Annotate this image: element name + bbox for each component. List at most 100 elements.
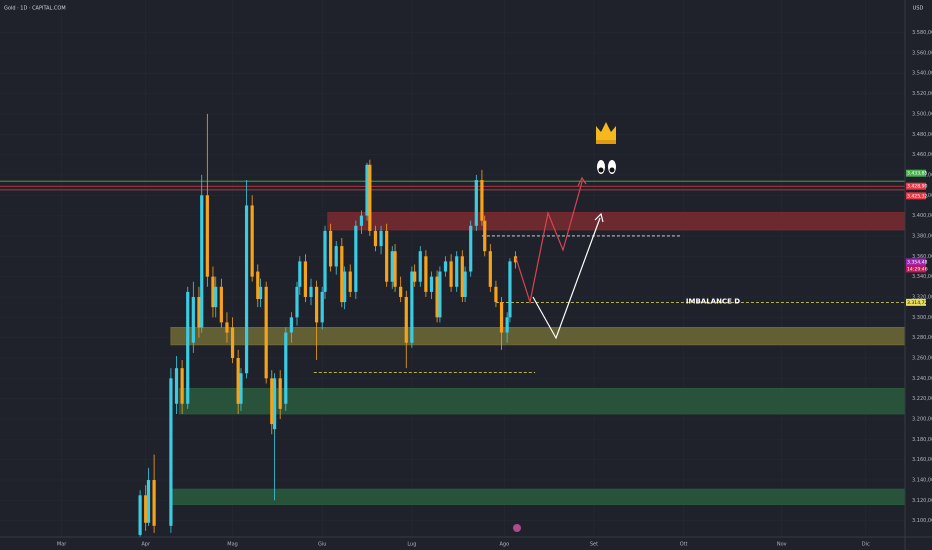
candle-body <box>513 256 518 263</box>
candle-body <box>205 195 209 277</box>
candle-body <box>264 286 268 379</box>
countdown-bg <box>906 265 926 273</box>
candle-body <box>404 296 408 343</box>
candle-body <box>309 286 313 297</box>
candle-body <box>418 251 422 282</box>
candle-body <box>474 180 478 226</box>
candle-body <box>385 230 389 282</box>
plot <box>0 113 905 537</box>
candle-body <box>424 256 428 292</box>
candle-body <box>211 276 215 308</box>
candle-body <box>368 164 372 231</box>
price-tag <box>906 182 926 190</box>
y-tick-label: 3.280,00 <box>912 335 932 341</box>
arrow-head <box>577 176 587 187</box>
candle-body <box>138 495 142 535</box>
projection-red <box>515 181 583 305</box>
candle-body <box>225 322 229 333</box>
y-tick-label: 3.340,00 <box>912 274 932 280</box>
pupil <box>609 167 615 173</box>
candle-body <box>295 286 299 318</box>
y-tick-label: 3.360,00 <box>912 254 932 260</box>
y-tick-label: 3.140,00 <box>912 478 932 484</box>
candle-body <box>144 495 148 523</box>
candle-body <box>483 220 487 252</box>
y-tick-label: 3.300,00 <box>912 315 932 321</box>
candle-body <box>340 246 344 303</box>
x-tick-label: Ago <box>500 542 510 548</box>
y-tick-label: 3.240,00 <box>912 376 932 382</box>
candle-body <box>298 261 302 287</box>
y-tick-label: 3.580,00 <box>912 30 932 36</box>
y-tick-label: 3.380,00 <box>912 233 932 239</box>
y-tick-label: 3.200,00 <box>912 417 932 423</box>
zone <box>178 388 905 415</box>
candle-body <box>152 480 156 526</box>
y-tick-label: 3.540,00 <box>912 71 932 77</box>
y-tick-label: 3.100,00 <box>912 518 932 524</box>
price-tag-label: 3.428,90 <box>907 184 928 190</box>
x-tick-label: Mag <box>227 542 238 548</box>
candle-body <box>494 286 498 303</box>
y-tick-label: 3.520,00 <box>912 91 932 97</box>
y-tick-label: 3.220,00 <box>912 396 932 402</box>
candle-body <box>250 205 254 277</box>
price-tag-label: 3.425,32 <box>907 193 928 199</box>
candle-body <box>443 261 448 272</box>
arrow-head <box>594 212 604 223</box>
candle-body <box>499 302 504 333</box>
y-tick-label: 3.560,00 <box>912 50 932 56</box>
annotation: IMBALANCE D <box>686 297 740 305</box>
price-tag <box>906 258 926 266</box>
candle-body <box>146 480 151 523</box>
candle-body <box>505 317 509 333</box>
candle-body <box>455 256 459 287</box>
event-icon <box>513 524 521 532</box>
candle-body <box>272 378 277 430</box>
y-tick-label: 3.120,00 <box>912 498 932 504</box>
candle-body <box>460 256 464 297</box>
candle-body <box>270 378 274 425</box>
candle-body <box>256 271 260 300</box>
zone <box>170 488 905 505</box>
candle-body <box>429 276 434 292</box>
x-tick-label: Apr <box>141 542 151 548</box>
candle-body <box>320 291 324 323</box>
candle-body <box>449 261 453 287</box>
price-tag-label: 3.354,48 <box>907 259 928 265</box>
projection-white <box>532 217 601 340</box>
candle-body <box>390 251 394 282</box>
zone <box>327 212 905 231</box>
candle-body <box>174 368 179 404</box>
y-tick-label: 3.160,00 <box>912 457 932 463</box>
price-tag-label: 3.433,85 <box>907 171 928 177</box>
countdown: 14:29:46 <box>907 266 928 272</box>
candle-body <box>289 317 293 333</box>
candle-body <box>329 230 333 267</box>
price-tag <box>906 298 926 306</box>
y-tick-label: 3.400,00 <box>912 213 932 219</box>
candle-body <box>180 368 184 404</box>
candle-body <box>438 271 442 318</box>
candle-body <box>219 286 223 323</box>
zone <box>170 326 905 346</box>
candle-body <box>379 230 383 247</box>
x-tick-label: Nov <box>777 542 787 548</box>
x-tick-label: Ott <box>680 542 688 548</box>
candle-body <box>200 195 204 328</box>
pupil <box>598 167 604 173</box>
axes: 3.100,00 3.120,00 3.140,00 3.160,00 3.180,00… <box>57 30 932 547</box>
candle-body <box>186 291 190 404</box>
y-tick-label: 3.180,00 <box>912 437 932 443</box>
x-tick-label: Dic <box>862 542 870 548</box>
candle-body <box>258 286 263 300</box>
candle-body <box>239 373 243 404</box>
x-tick-label: Set <box>590 542 598 548</box>
candle-body <box>410 271 414 343</box>
candle-body <box>334 246 338 267</box>
candle-body <box>278 378 282 409</box>
x-tick-label: Lug <box>407 542 416 548</box>
candle-body <box>354 225 358 292</box>
candle-body <box>191 296 195 343</box>
crown-icon <box>596 122 616 140</box>
